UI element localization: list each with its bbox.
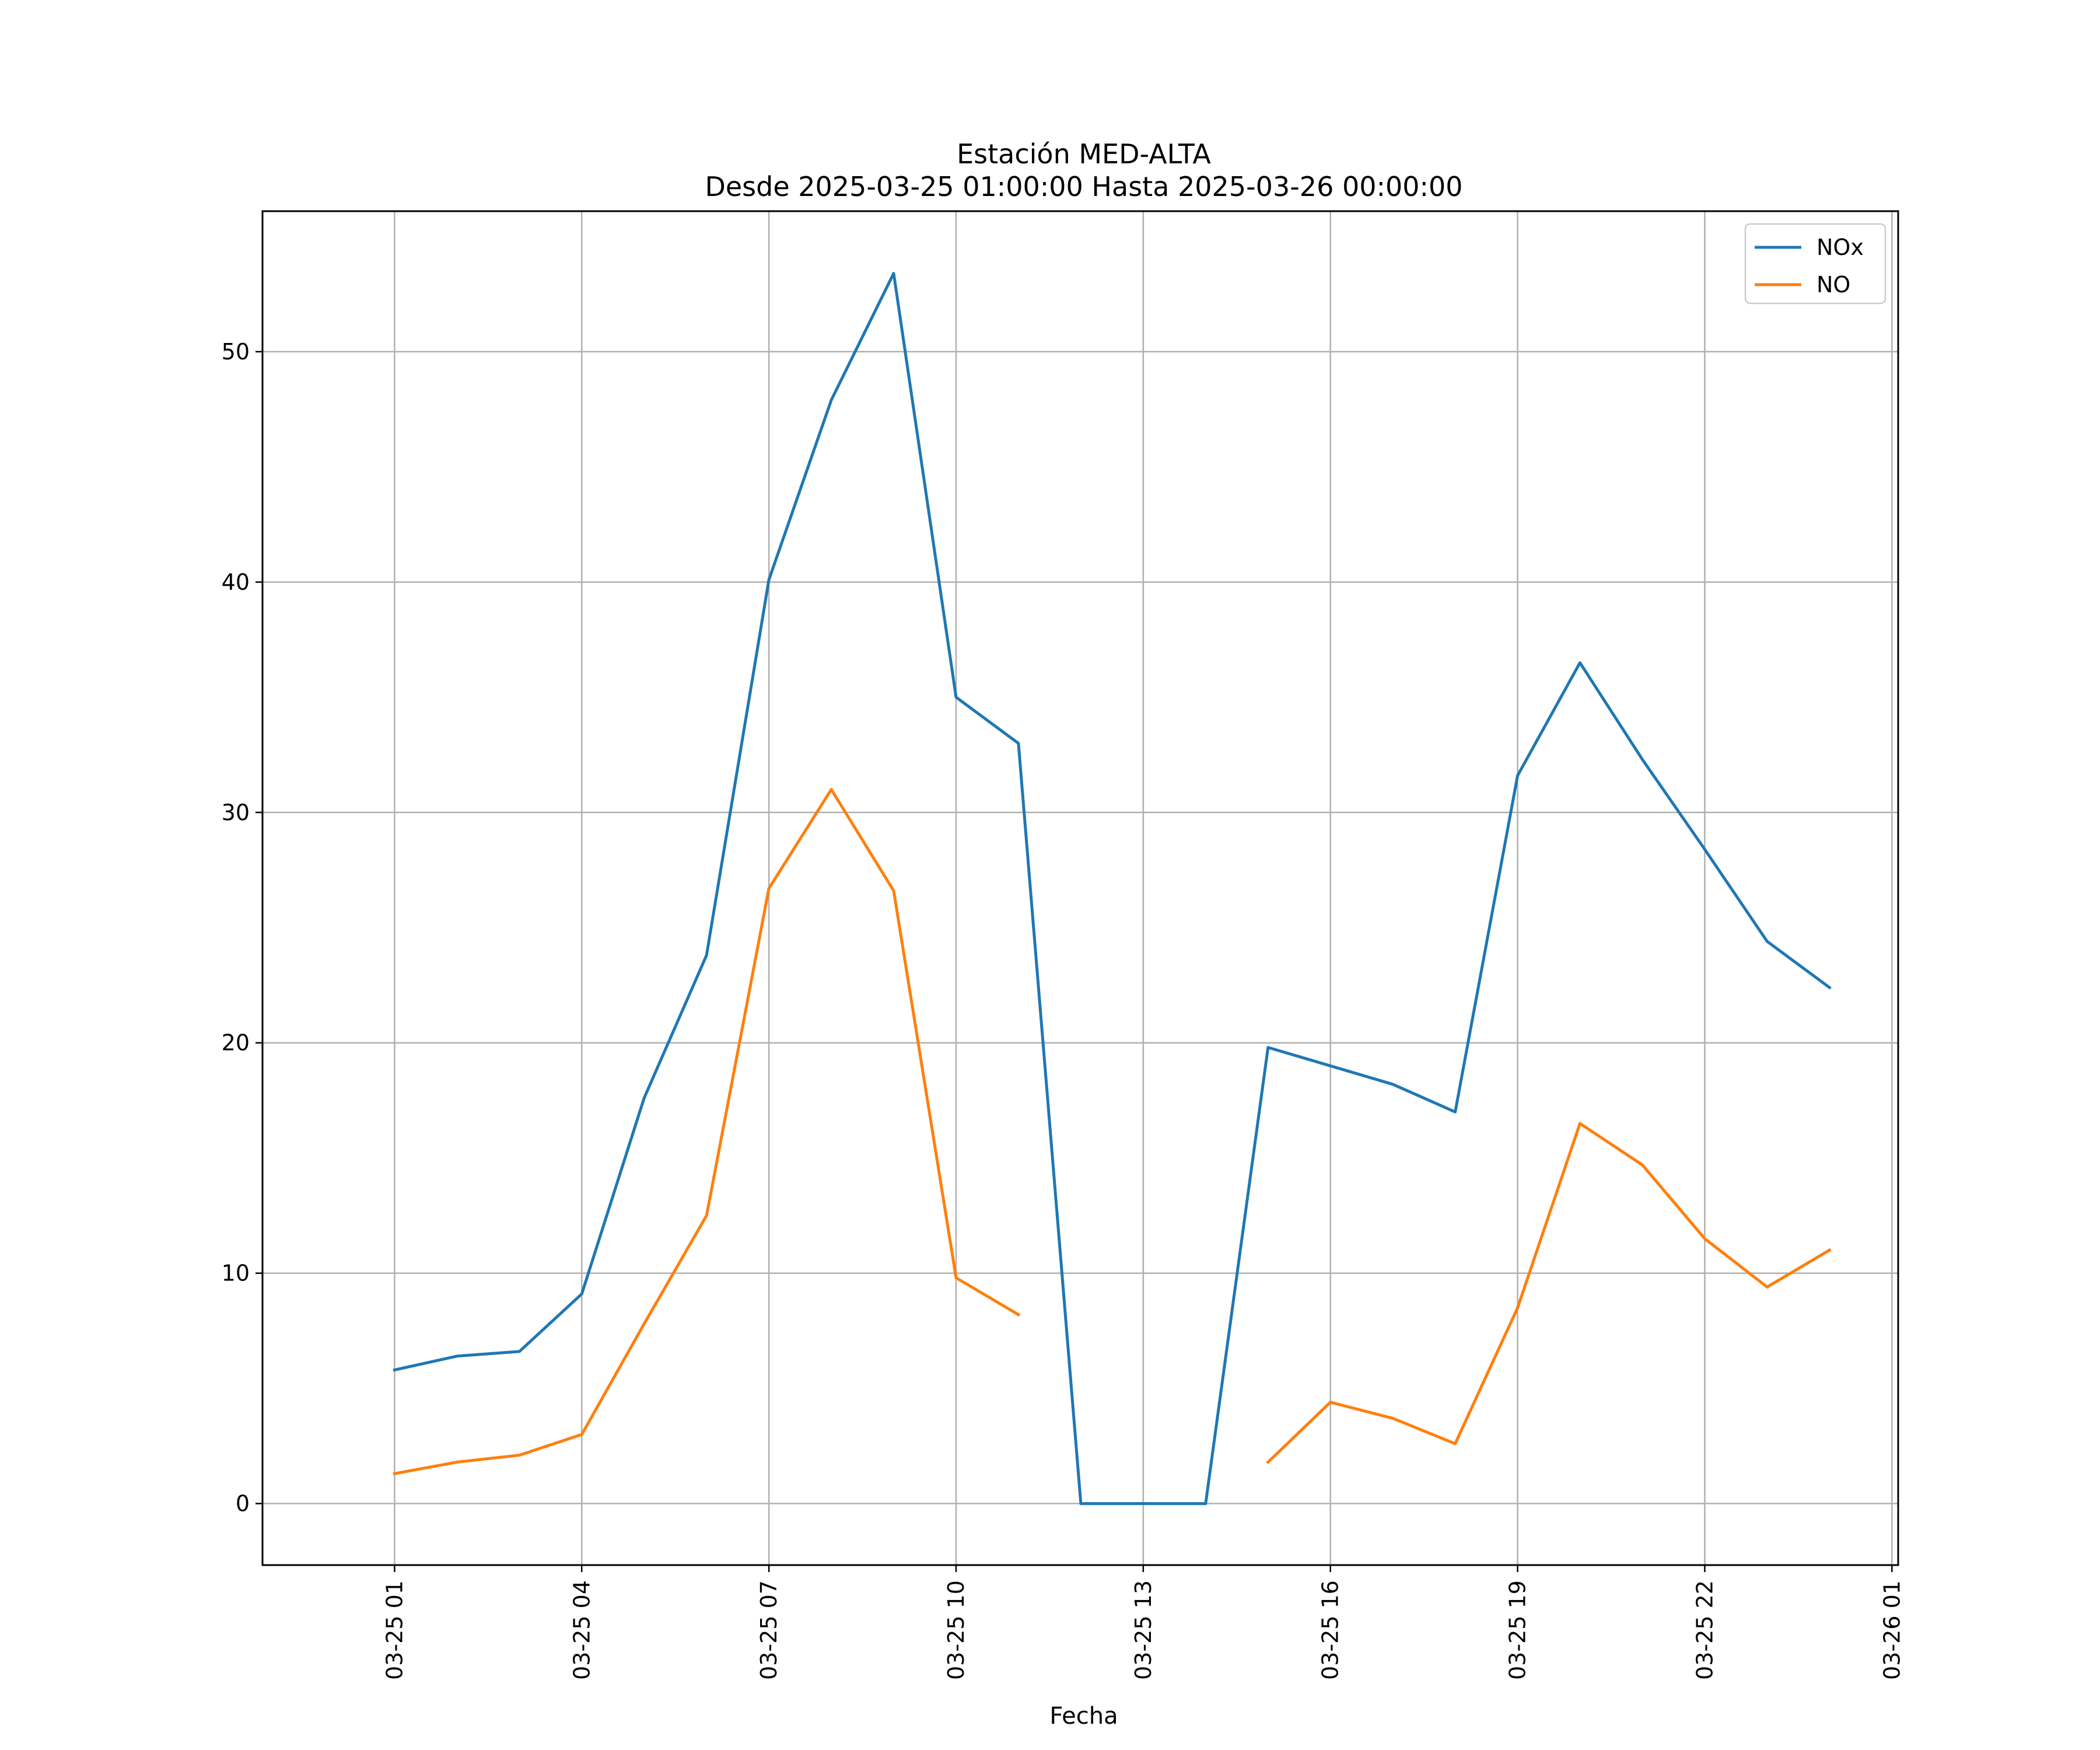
x-axis: 03-25 01 03-25 04 03-25 07 03-25 10 03-25 13… [382,1565,1905,1680]
legend-box [1744,223,1887,304]
x-tick-label: 03-25 04 [569,1580,594,1680]
series-line-no [393,788,1832,1476]
x-tick-label: 03-25 22 [1692,1580,1717,1680]
y-tick-label: 30 [222,800,250,825]
y-tick-label: 0 [236,1491,250,1517]
x-tick-label: 03-25 16 [1318,1580,1343,1680]
y-tick-label: 10 [222,1261,250,1286]
legend-label-no: NO [1817,272,1850,298]
y-tick-label: 50 [222,339,250,365]
chart-title: Estación MED-ALTA [957,138,1211,170]
y-tick-label: 40 [222,569,250,595]
y-tick-label: 20 [222,1030,250,1056]
chart-subtitle: Desde 2025-03-25 01:00:00 Hasta 2025-03-… [705,171,1462,202]
x-tick-label: 03-25 19 [1505,1580,1531,1680]
legend-label-nox: NOx [1817,235,1864,260]
series-layer [393,272,1832,1506]
grid [262,211,1898,1565]
x-tick-label: 03-25 01 [382,1580,407,1680]
plot-area-frame [261,210,1899,1566]
x-tick-label: 03-25 07 [756,1580,782,1680]
legend: NOx NO [1744,223,1887,304]
y-axis: 0 10 20 30 40 50 [222,339,262,1517]
chart-title-group: Estación MED-ALTA Desde 2025-03-25 01:00… [705,138,1462,202]
x-axis-label: Fecha [1049,1703,1118,1730]
series-line-nox [393,272,1832,1506]
x-tick-label: 03-25 13 [1130,1580,1156,1680]
x-tick-label: 03-26 01 [1879,1580,1905,1680]
x-tick-label: 03-25 10 [943,1580,969,1680]
